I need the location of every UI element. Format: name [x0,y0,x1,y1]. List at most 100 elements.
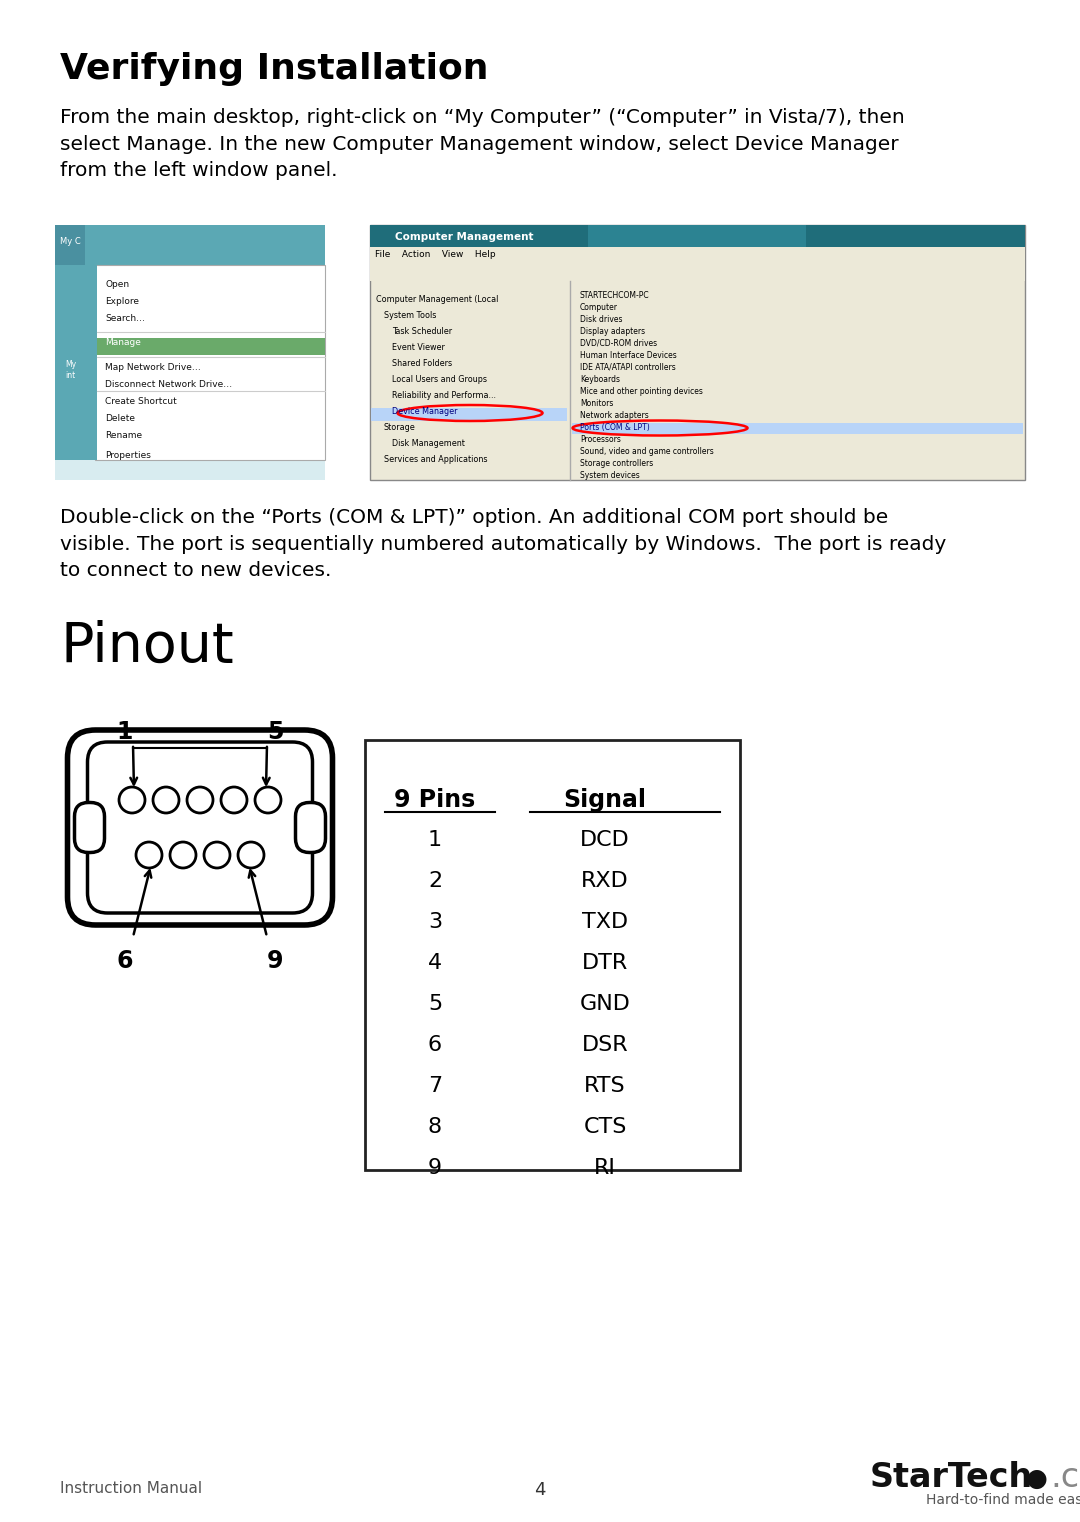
Circle shape [136,842,162,868]
Text: Reliability and Performa...: Reliability and Performa... [392,391,496,400]
Text: My C: My C [59,237,80,247]
Text: Monitors: Monitors [580,399,613,408]
Text: DCD: DCD [580,829,630,849]
Text: DSR: DSR [582,1035,629,1055]
Text: STARTECHCOM-PC: STARTECHCOM-PC [580,291,650,300]
Text: ●: ● [1026,1467,1048,1492]
Text: 7: 7 [428,1076,442,1096]
Text: Disk Management: Disk Management [392,438,464,447]
FancyBboxPatch shape [75,802,105,852]
Circle shape [204,842,230,868]
Bar [588,225,806,247]
Circle shape [255,787,281,813]
Bar [55,225,85,266]
Bar [372,408,567,422]
Text: Instruction Manual: Instruction Manual [60,1481,202,1496]
Text: Create Shortcut: Create Shortcut [105,397,177,406]
Text: Local Users and Groups: Local Users and Groups [392,374,487,384]
Text: 1: 1 [428,829,442,849]
Text: Open: Open [105,280,130,289]
Text: Processors: Processors [580,435,621,444]
Text: Mice and other pointing devices: Mice and other pointing devices [580,387,703,396]
Text: 9: 9 [267,950,283,973]
Bar [95,338,325,355]
Text: DVD/CD-ROM drives: DVD/CD-ROM drives [580,339,657,349]
Bar [55,265,97,460]
Text: Display adapters: Display adapters [580,327,645,336]
Text: Rename: Rename [105,431,143,440]
Text: Disk drives: Disk drives [580,315,622,324]
Bar [572,423,1023,434]
Text: Verifying Installation: Verifying Installation [60,52,488,87]
Text: Task Scheduler: Task Scheduler [392,327,453,336]
Text: Network adapters: Network adapters [580,411,649,420]
Text: Storage controllers: Storage controllers [580,460,653,467]
Text: 9 Pins: 9 Pins [394,788,475,813]
Text: 9: 9 [428,1158,442,1178]
Bar [370,225,1025,479]
Text: 2: 2 [428,871,442,890]
Text: 4: 4 [428,953,442,973]
Text: Event Viewer: Event Viewer [392,342,445,352]
Text: DTR: DTR [582,953,629,973]
Text: Computer Management: Computer Management [395,231,534,242]
Text: System devices: System devices [580,470,639,479]
Text: Services and Applications: Services and Applications [384,455,487,464]
Text: Disconnect Network Drive…: Disconnect Network Drive… [105,380,232,390]
FancyBboxPatch shape [67,731,333,925]
Text: CTS: CTS [583,1117,626,1137]
Circle shape [221,787,247,813]
Text: Manage: Manage [105,338,140,347]
Text: Storage: Storage [384,423,416,432]
Circle shape [238,842,264,868]
Text: RTS: RTS [584,1076,625,1096]
Text: Search…: Search… [105,314,145,323]
Bar [370,247,1025,263]
Text: Ports (COM & LPT): Ports (COM & LPT) [580,423,650,432]
Text: Double-click on the “Ports (COM & LPT)” option. An additional COM port should be: Double-click on the “Ports (COM & LPT)” … [60,508,946,580]
Text: Computer Management (Local: Computer Management (Local [376,295,498,304]
Circle shape [153,787,179,813]
Text: IDE ATA/ATAPI controllers: IDE ATA/ATAPI controllers [580,364,676,371]
Bar [95,265,325,460]
Text: From the main desktop, right-click on “My Computer” (“Computer” in Vista/7), the: From the main desktop, right-click on “M… [60,108,905,180]
Text: Signal: Signal [564,788,647,813]
Circle shape [119,787,145,813]
FancyBboxPatch shape [296,802,325,852]
Text: 3: 3 [428,912,442,931]
Text: 5: 5 [428,994,442,1014]
Text: 8: 8 [428,1117,442,1137]
Bar [370,263,1025,282]
Text: My
int: My int [65,361,76,379]
Text: 6: 6 [428,1035,442,1055]
Text: Pinout: Pinout [60,619,233,674]
Text: File    Action    View    Help: File Action View Help [375,250,496,259]
Text: RXD: RXD [581,871,629,890]
Text: .com: .com [1050,1461,1080,1495]
Text: GND: GND [580,994,631,1014]
Text: Map Network Drive…: Map Network Drive… [105,364,201,371]
Text: System Tools: System Tools [384,310,436,320]
Bar [55,225,325,266]
Bar [365,740,740,1170]
Text: RI: RI [594,1158,616,1178]
Text: TXD: TXD [582,912,629,931]
Bar [55,225,325,479]
Circle shape [170,842,195,868]
Text: Human Interface Devices: Human Interface Devices [580,352,677,361]
FancyBboxPatch shape [87,743,312,913]
Text: Hard-to-find made easy®: Hard-to-find made easy® [926,1493,1080,1507]
Text: Sound, video and game controllers: Sound, video and game controllers [580,447,714,457]
Text: Properties: Properties [105,451,151,460]
Text: Keyboards: Keyboards [580,374,620,384]
Text: Delete: Delete [105,414,135,423]
Text: Device Manager: Device Manager [392,406,458,416]
Circle shape [187,787,213,813]
Text: 4: 4 [535,1481,545,1499]
Text: 1: 1 [117,720,133,744]
Text: Explore: Explore [105,297,139,306]
Text: 5: 5 [267,720,283,744]
Text: Computer: Computer [580,303,618,312]
Text: StarTech: StarTech [870,1461,1034,1495]
Text: Shared Folders: Shared Folders [392,359,453,368]
